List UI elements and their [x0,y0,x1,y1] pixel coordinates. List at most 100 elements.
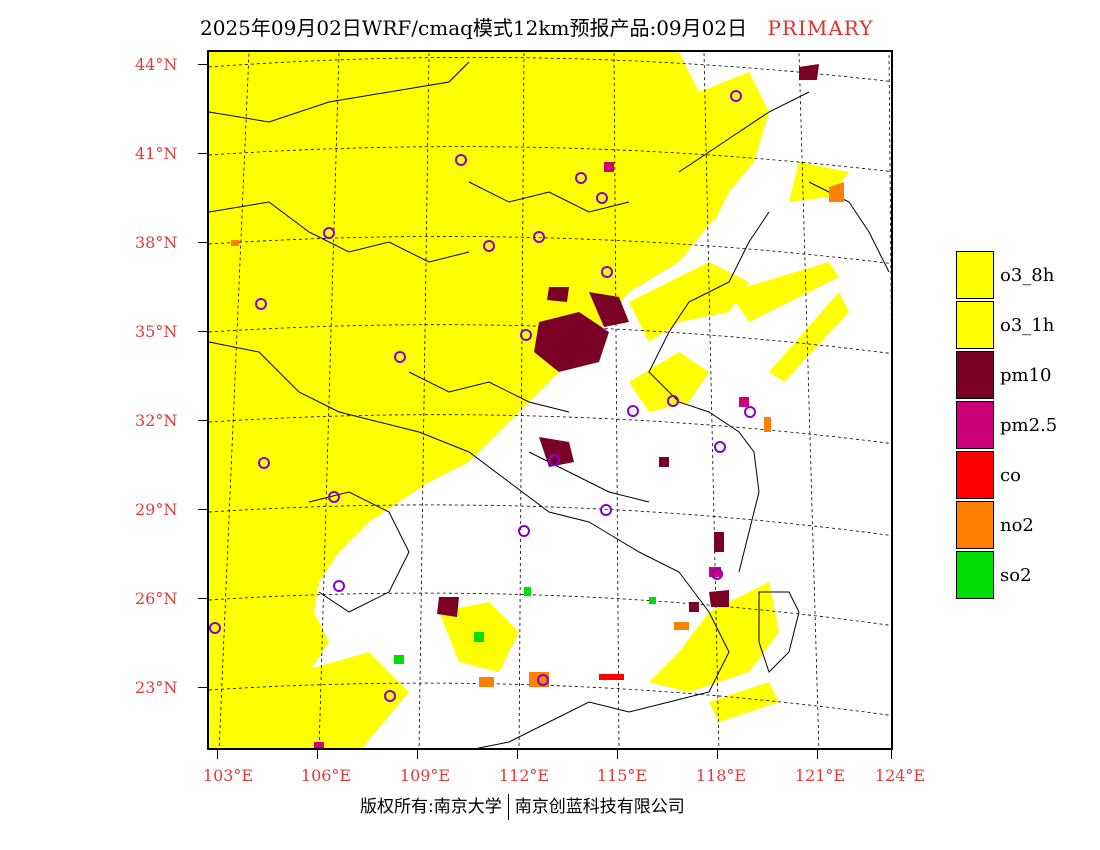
lon-tick [717,750,718,759]
o3-region-sea-2 [769,292,849,382]
city-marker [533,231,545,243]
lat-tick [198,687,207,688]
legend-item-o3-8h: o3_8h [956,250,1057,300]
lat-label: 44°N [135,55,178,74]
lon-tick [417,750,418,759]
o3-region-hainan [299,652,409,748]
legend-item-no2: no2 [956,500,1057,550]
city-marker [548,454,560,466]
legend-label: pm2.5 [1000,414,1058,436]
copyright-owner: 版权所有:南京大学 [360,797,502,817]
lat-tick [198,153,207,154]
map-title: 2025年09月02日WRF/cmaq模式12km预报产品:09月02日 PRI… [200,12,873,40]
map-frame[interactable] [207,50,893,750]
legend-swatch [956,551,994,599]
lon-tick [817,750,818,759]
footer-divider [507,794,509,820]
lon-tick [217,750,218,759]
o3-region-taiwan-strait [649,582,779,692]
lat-tick [198,331,207,332]
lon-label: 121°E [794,766,846,785]
o3-region-sea-1 [729,262,839,322]
lat-tick [198,242,207,243]
lat-label: 23°N [135,678,178,697]
title-mode: PRIMARY [767,16,874,40]
legend-label: o3_1h [1000,314,1055,336]
pm10-patches [437,64,819,617]
city-marker [455,154,467,166]
lon-tick [891,750,892,759]
o3-region-yangtze [629,352,709,412]
legend-label: co [1000,464,1021,486]
legend-swatch [956,501,994,549]
graticule [209,52,891,748]
city-marker [328,491,340,503]
lat-label: 41°N [135,144,178,163]
o3-region-ne-coast [789,162,849,202]
pollutant-map[interactable] [209,52,893,750]
legend-label: so2 [1000,564,1032,586]
city-marker [394,351,406,363]
co-patches [599,674,624,680]
city-marker [384,690,396,702]
lon-label: 124°E [874,766,926,785]
lon-label: 109°E [399,766,451,785]
city-marker [258,457,270,469]
o3-region-south-coast [709,682,779,722]
city-marker [730,90,742,102]
lon-label: 115°E [596,766,648,785]
city-marker [667,395,679,407]
city-marker [333,580,345,592]
city-marker [596,192,608,204]
city-marker [520,329,532,341]
copyright-company: 南京创蓝科技有限公司 [514,797,685,817]
city-marker [323,227,335,239]
city-marker [483,240,495,252]
legend-item-pm10: pm10 [956,350,1057,400]
title-main: 2025年09月02日WRF/cmaq模式12km预报产品:09月02日 [200,16,748,40]
lat-label: 32°N [135,411,178,430]
lon-label: 103°E [202,766,254,785]
city-marker [714,441,726,453]
copyright-footer: 版权所有:南京大学 南京创蓝科技有限公司 [360,792,685,820]
lon-tick [617,750,618,759]
legend-item-pm25: pm2.5 [956,400,1057,450]
lon-label: 118°E [695,766,747,785]
lat-label: 35°N [135,322,178,341]
city-marker [601,266,613,278]
city-marker [711,568,723,580]
lat-tick [198,509,207,510]
lon-label: 112°E [498,766,550,785]
lon-tick [517,750,518,759]
lat-tick [198,598,207,599]
legend-swatch [956,351,994,399]
legend-item-co: co [956,450,1057,500]
city-marker [537,674,549,686]
legend-label: no2 [1000,514,1034,536]
legend-item-o3-1h: o3_1h [956,300,1057,350]
o3-region-north-east [699,72,769,222]
legend-swatch [956,251,994,299]
o3-region-west [209,52,729,748]
city-marker [255,298,267,310]
legend-swatch [956,451,994,499]
lat-tick [198,64,207,65]
legend-swatch [956,301,994,349]
lat-label: 26°N [135,589,178,608]
so2-patches [394,587,656,664]
city-marker [518,525,530,537]
city-marker [575,172,587,184]
city-marker [209,622,221,634]
city-marker [600,504,612,516]
lon-label: 106°E [300,766,352,785]
city-marker [744,406,756,418]
legend-label: o3_8h [1000,264,1055,286]
city-markers [209,90,756,702]
lat-tick [198,420,207,421]
boundaries [209,61,890,748]
lon-tick [317,750,318,759]
legend-swatch [956,401,994,449]
legend-label: pm10 [1000,364,1052,386]
legend: o3_8h o3_1h pm10 pm2.5 co no2 so2 [956,250,1057,600]
legend-item-so2: so2 [956,550,1057,600]
